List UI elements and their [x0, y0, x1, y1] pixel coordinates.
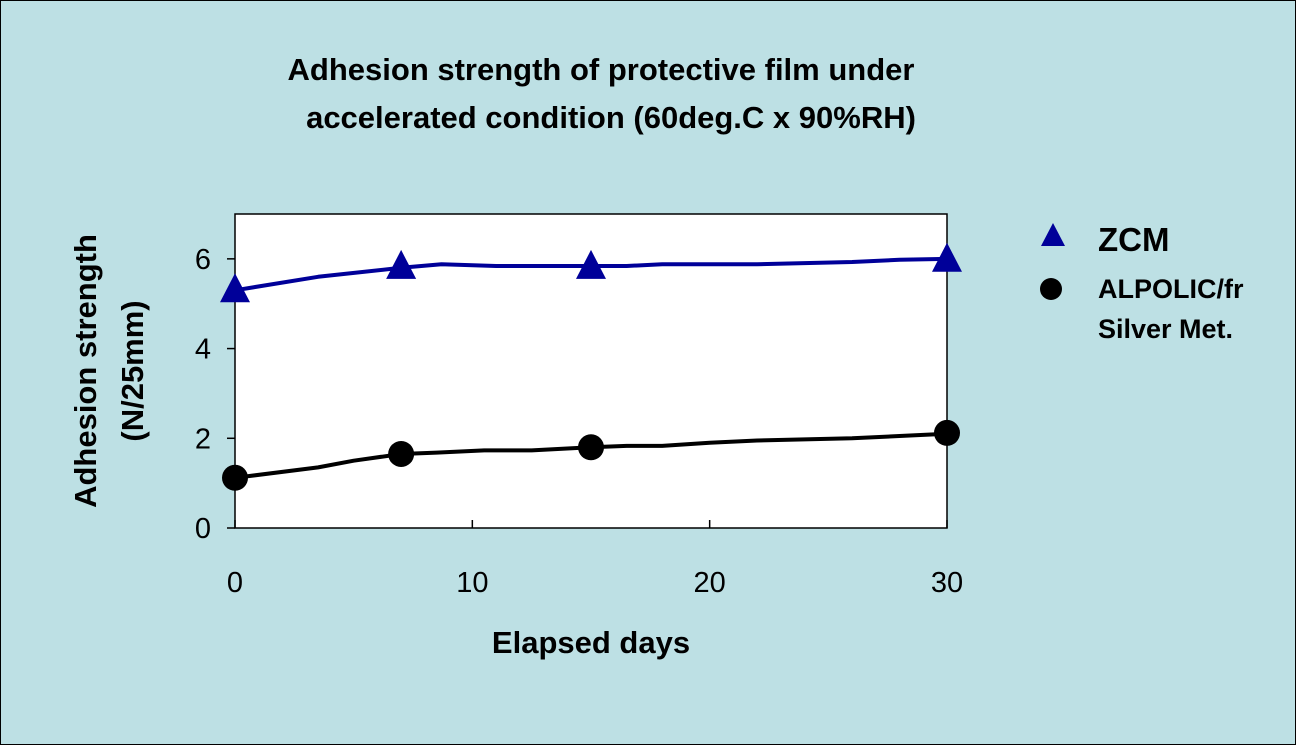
y-axis-title: Adhesion strength (N/25mm)	[68, 234, 150, 508]
legend-label-alpolic-line-2: Silver Met.	[1098, 314, 1233, 344]
series-1-point-1	[388, 440, 415, 467]
series-0-point-2	[576, 249, 606, 279]
series-0-point-0	[220, 273, 250, 303]
series-0-point-3	[932, 242, 962, 272]
x-tick-label-2: 20	[694, 567, 726, 599]
y-tick-label-0: 0	[195, 513, 211, 545]
series-1-point-0	[222, 464, 248, 491]
y-axis-title-line-2: (N/25mm)	[115, 300, 150, 441]
chart-title-line-2: accelerated condition (60deg.C x 90%RH)	[306, 100, 916, 135]
series-1-point-3	[934, 419, 960, 446]
x-axis-title: Elapsed days	[492, 625, 690, 660]
y-tick-label-3: 6	[195, 244, 211, 276]
series-1-point-2	[578, 434, 604, 461]
y-tick-label-2: 4	[195, 334, 211, 366]
series-layer	[220, 242, 962, 491]
x-tick-label-3: 30	[931, 567, 963, 599]
series-0-point-1	[386, 249, 417, 279]
y-tick-label-1: 2	[195, 423, 211, 455]
axis-tick-labels: 0 2 4 6 0 10 20 30	[195, 244, 963, 599]
legend-marker-zcm	[1041, 223, 1065, 246]
legend-label-zcm: ZCM	[1098, 221, 1169, 258]
legend: ZCM ALPOLIC/fr Silver Met.	[1040, 221, 1244, 344]
x-tick-label-1: 10	[456, 567, 488, 599]
chart-title-line-1: Adhesion strength of protective film und…	[288, 52, 915, 87]
chart-title: Adhesion strength of protective film und…	[288, 52, 916, 135]
legend-label-alpolic-line-1: ALPOLIC/fr	[1098, 274, 1244, 304]
series-line-0	[233, 256, 949, 293]
legend-marker-alpolic	[1040, 278, 1062, 300]
y-axis-title-line-1: Adhesion strength	[68, 234, 103, 508]
axis-ticks	[227, 258, 948, 529]
x-tick-label-0: 0	[227, 567, 243, 599]
